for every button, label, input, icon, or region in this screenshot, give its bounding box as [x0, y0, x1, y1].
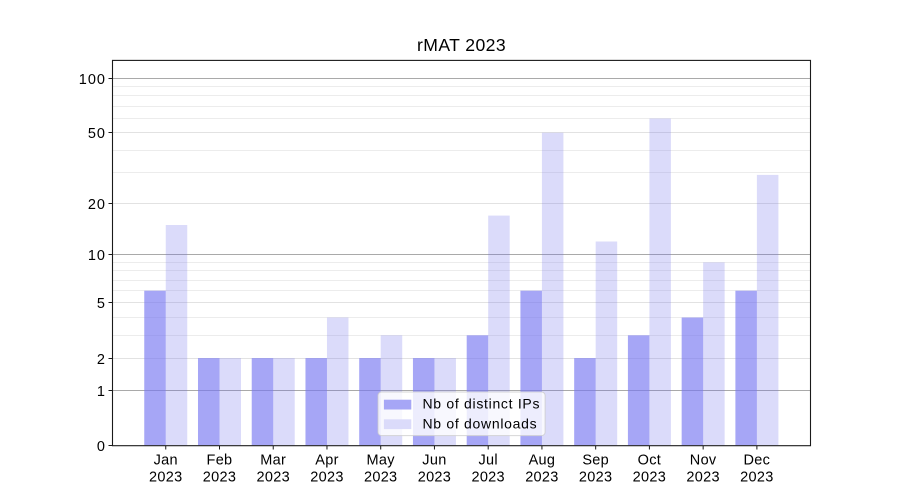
- svg-text:100: 100: [79, 72, 106, 88]
- svg-text:2023: 2023: [364, 469, 397, 485]
- svg-text:2023: 2023: [203, 469, 236, 485]
- svg-text:May: May: [367, 453, 396, 469]
- svg-text:2: 2: [97, 352, 106, 368]
- svg-text:Jan: Jan: [154, 453, 178, 469]
- svg-text:2023: 2023: [256, 469, 289, 485]
- svg-text:2023: 2023: [525, 469, 558, 485]
- svg-text:Nov: Nov: [690, 453, 717, 469]
- svg-text:Nb of downloads: Nb of downloads: [423, 415, 538, 431]
- svg-text:Mar: Mar: [260, 453, 286, 469]
- svg-text:2023: 2023: [471, 469, 504, 485]
- svg-text:Sep: Sep: [582, 453, 609, 469]
- svg-text:Jun: Jun: [422, 453, 446, 469]
- svg-text:Oct: Oct: [638, 453, 661, 469]
- svg-text:2023: 2023: [686, 469, 719, 485]
- svg-text:Apr: Apr: [315, 453, 338, 469]
- svg-text:Nb of distinct IPs: Nb of distinct IPs: [423, 396, 541, 412]
- svg-text:2023: 2023: [310, 469, 343, 485]
- svg-text:20: 20: [88, 197, 106, 213]
- svg-text:Jul: Jul: [478, 453, 497, 469]
- svg-text:2023: 2023: [149, 469, 182, 485]
- svg-text:0: 0: [97, 439, 106, 455]
- svg-text:Dec: Dec: [744, 453, 771, 469]
- svg-text:1: 1: [97, 384, 106, 400]
- svg-text:2023: 2023: [418, 469, 451, 485]
- svg-text:Aug: Aug: [529, 453, 556, 469]
- svg-text:10: 10: [88, 248, 106, 264]
- svg-text:50: 50: [88, 126, 106, 142]
- svg-text:2023: 2023: [579, 469, 612, 485]
- svg-text:5: 5: [97, 296, 106, 312]
- svg-text:Feb: Feb: [207, 453, 233, 469]
- svg-text:2023: 2023: [740, 469, 773, 485]
- svg-text:2023: 2023: [633, 469, 666, 485]
- svg-text:rMAT 2023: rMAT 2023: [417, 35, 506, 55]
